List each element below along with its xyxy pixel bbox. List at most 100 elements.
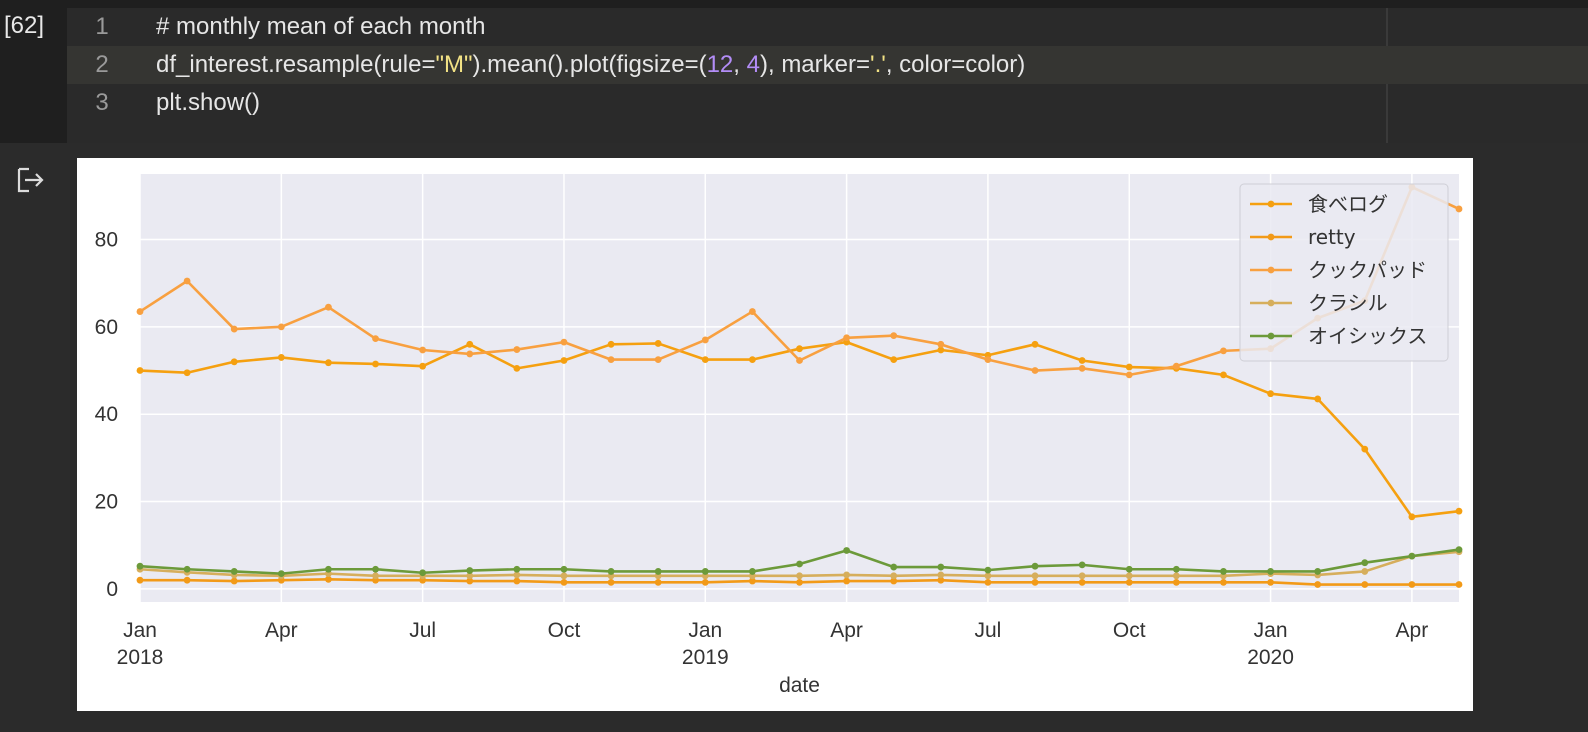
data-point bbox=[230, 358, 238, 366]
y-tick-label: 40 bbox=[95, 403, 118, 426]
data-point bbox=[654, 578, 662, 586]
data-point bbox=[1078, 364, 1086, 372]
x-tick-label: Oct bbox=[1113, 619, 1146, 642]
data-point bbox=[560, 572, 568, 580]
data-point bbox=[513, 346, 521, 353]
data-point bbox=[513, 565, 521, 573]
data-point bbox=[230, 577, 238, 585]
data-point bbox=[701, 568, 709, 575]
data-point bbox=[748, 356, 756, 364]
code-segment: , bbox=[733, 51, 747, 78]
data-point bbox=[183, 576, 191, 584]
legend-marker bbox=[1267, 200, 1275, 208]
data-point bbox=[1172, 572, 1180, 580]
data-point bbox=[701, 578, 709, 586]
data-point bbox=[466, 350, 474, 358]
data-point bbox=[372, 335, 379, 343]
data-point bbox=[937, 576, 945, 584]
data-point bbox=[984, 578, 992, 586]
data-point bbox=[654, 568, 662, 575]
x-tick-label: Apr bbox=[265, 619, 298, 642]
code-text: plt.show() bbox=[156, 89, 261, 116]
data-point bbox=[701, 336, 709, 344]
code-number: 4 bbox=[746, 51, 760, 78]
legend-label: クラシル bbox=[1308, 291, 1388, 315]
x-tick-label: Jul bbox=[409, 619, 436, 642]
code-segment: ), marker= bbox=[759, 51, 870, 78]
legend-box bbox=[1239, 183, 1449, 362]
data-point bbox=[1125, 371, 1133, 379]
legend-label: 食べログ bbox=[1308, 192, 1388, 216]
data-point bbox=[1078, 572, 1086, 580]
y-tick-label: 0 bbox=[106, 578, 118, 601]
legend-label: オイシックス bbox=[1308, 324, 1427, 348]
data-point bbox=[513, 571, 521, 579]
data-point bbox=[1455, 546, 1463, 553]
code-line-3[interactable]: 3 plt.show() bbox=[67, 84, 1588, 122]
data-point bbox=[937, 571, 945, 579]
data-point bbox=[890, 572, 898, 580]
data-point bbox=[183, 565, 191, 573]
code-line-2[interactable]: 2 df_interest.resample(rule="M").mean().… bbox=[67, 46, 1588, 84]
data-point bbox=[1267, 390, 1274, 398]
data-point bbox=[277, 354, 285, 361]
legend-label: クックパッド bbox=[1308, 258, 1427, 282]
plot-area bbox=[140, 174, 1459, 602]
code-number: 12 bbox=[706, 51, 734, 78]
data-point bbox=[843, 571, 851, 579]
legend-marker bbox=[1267, 233, 1275, 241]
data-point bbox=[1408, 581, 1416, 588]
data-point bbox=[372, 360, 379, 368]
data-point bbox=[654, 356, 662, 364]
data-point bbox=[1172, 362, 1180, 370]
y-tick-label: 60 bbox=[95, 316, 118, 339]
data-point bbox=[1267, 578, 1274, 586]
data-point bbox=[607, 356, 615, 364]
x-tick-year-label: 2019 bbox=[682, 646, 729, 669]
data-point bbox=[1361, 581, 1369, 588]
data-point bbox=[1455, 581, 1463, 588]
code-string: "M" bbox=[435, 51, 473, 78]
y-tick-label: 20 bbox=[95, 491, 118, 514]
data-point bbox=[1314, 581, 1322, 588]
data-point bbox=[890, 332, 898, 339]
code-text: df_interest.resample(rule="M").mean().pl… bbox=[156, 46, 1025, 84]
x-tick-label: Apr bbox=[1396, 619, 1429, 642]
data-point bbox=[1078, 357, 1086, 364]
data-point bbox=[1361, 445, 1369, 453]
data-point bbox=[701, 356, 709, 364]
output-redirect-icon[interactable] bbox=[15, 166, 47, 199]
code-editor[interactable]: 1 # monthly mean of each month 2 df_inte… bbox=[67, 8, 1588, 143]
data-point bbox=[1408, 552, 1416, 560]
code-comment: # monthly mean of each month bbox=[156, 13, 486, 40]
y-tick-label: 80 bbox=[95, 229, 118, 252]
data-point bbox=[560, 565, 568, 573]
data-point bbox=[890, 563, 898, 571]
data-point bbox=[1314, 568, 1322, 575]
data-point bbox=[466, 567, 474, 574]
execution-count: [62] bbox=[4, 12, 45, 39]
data-point bbox=[325, 575, 332, 583]
data-point bbox=[1220, 347, 1227, 355]
code-cell: [62] 1 # monthly mean of each month 2 df… bbox=[0, 0, 1588, 143]
x-tick-label: Jan bbox=[123, 619, 157, 642]
data-point bbox=[230, 568, 238, 575]
data-point bbox=[136, 562, 144, 570]
data-point bbox=[1267, 568, 1274, 575]
code-segment: ).mean().plot(figsize=( bbox=[472, 51, 707, 78]
code-line-1[interactable]: 1 # monthly mean of each month bbox=[67, 8, 1588, 46]
data-point bbox=[419, 362, 427, 370]
data-point bbox=[1220, 578, 1227, 586]
data-point bbox=[796, 578, 803, 586]
data-point bbox=[1361, 568, 1369, 575]
plot-output: 0 20 40 60 80 Jan 2018 Apr Jul Oct Jan 2019 Apr Jul Oc… bbox=[77, 158, 1473, 711]
data-point bbox=[607, 340, 615, 348]
data-point bbox=[325, 565, 332, 573]
line-chart: 0 20 40 60 80 Jan 2018 Apr Jul Oct Jan 2019 Apr Jul Oc… bbox=[95, 174, 1463, 697]
data-point bbox=[136, 367, 144, 374]
data-point bbox=[1408, 513, 1416, 521]
data-point bbox=[230, 325, 238, 333]
data-point bbox=[607, 568, 615, 575]
code-segment: df_interest.resample(rule= bbox=[156, 51, 436, 78]
code-segment: , color=color) bbox=[885, 51, 1026, 78]
